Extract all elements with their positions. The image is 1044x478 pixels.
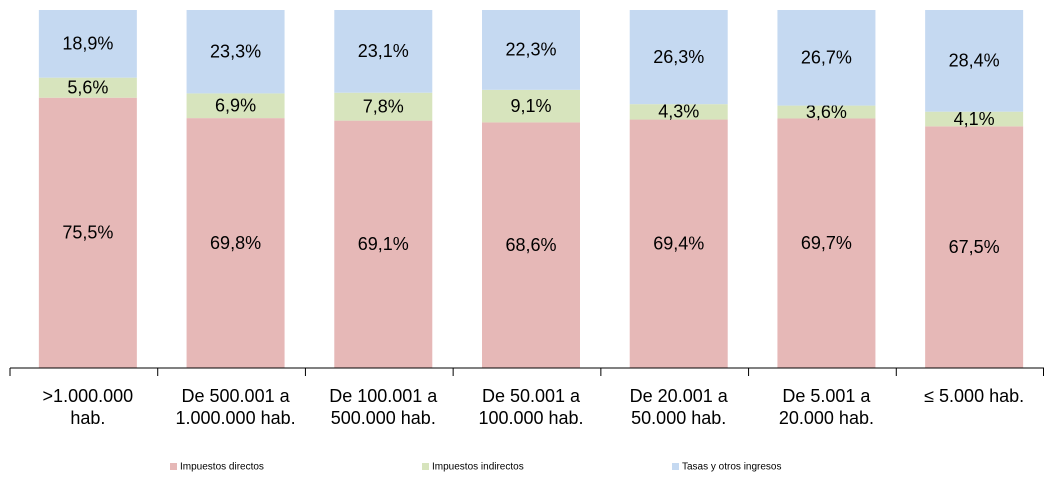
bar-segment	[482, 122, 580, 368]
data-label: 7,8%	[363, 96, 404, 116]
data-label: 6,9%	[215, 96, 256, 116]
bar-segment	[38, 10, 137, 78]
data-label: 26,7%	[801, 48, 852, 68]
bar-segment	[334, 120, 433, 368]
legend-swatch	[170, 463, 177, 470]
bar-segment	[186, 10, 285, 94]
bar-segment	[186, 118, 285, 368]
legend-label: Impuestos indirectos	[432, 462, 524, 473]
data-label: 9,1%	[510, 96, 551, 116]
x-tick-label: De 50.001 a 100.000 hab.	[478, 386, 584, 428]
data-label: 69,7%	[801, 233, 852, 253]
data-label: 23,3%	[210, 41, 261, 61]
data-label: 5,6%	[67, 77, 108, 97]
data-label: 28,4%	[949, 51, 1000, 71]
bar-segment	[629, 119, 728, 368]
x-tick-label: De 100.001 a 500.000 hab.	[329, 386, 438, 428]
data-label: 3,6%	[806, 102, 847, 122]
legend-swatch	[422, 463, 429, 470]
data-label: 4,3%	[658, 102, 699, 122]
x-tick-label: De 500.001 a 1.000.000 hab.	[175, 386, 296, 428]
bar-segment	[482, 10, 580, 90]
bar-segment	[38, 77, 137, 98]
bar-segment	[777, 105, 876, 119]
data-label: 4,1%	[954, 109, 995, 129]
data-label: 69,4%	[653, 234, 704, 254]
data-label: 69,1%	[358, 234, 409, 254]
x-tick-label: De 20.001 a 50.000 hab.	[629, 386, 728, 428]
legend-swatch	[672, 463, 679, 470]
bar-segment	[334, 92, 433, 121]
bar-segment	[925, 111, 1024, 127]
data-label: 22,3%	[505, 40, 556, 60]
x-tick-label: ≤ 5.000 hab.	[924, 386, 1025, 406]
data-label: 75,5%	[62, 223, 113, 243]
bar-segment	[186, 93, 285, 119]
bar-segment	[334, 10, 433, 93]
bar-segment	[482, 89, 580, 123]
data-label: 23,1%	[358, 41, 409, 61]
data-label: 18,9%	[62, 34, 113, 54]
bar-segment	[777, 118, 876, 368]
bar-segment	[38, 97, 137, 369]
legend-label: Impuestos directos	[180, 462, 264, 473]
bar-segment	[629, 104, 728, 120]
x-tick-label: De 5.001 a 20.000 hab.	[778, 386, 874, 428]
bar-segment	[629, 10, 728, 105]
data-label: 69,8%	[210, 233, 261, 253]
bar-segment	[925, 10, 1024, 112]
data-label: 67,5%	[949, 237, 1000, 257]
bar-segment	[777, 10, 876, 106]
data-label: 26,3%	[653, 47, 704, 67]
x-tick-label: >1.000.000 hab.	[42, 386, 134, 428]
bar-segment	[925, 126, 1024, 368]
data-label: 68,6%	[505, 235, 556, 255]
legend-label: Tasas y otros ingresos	[682, 462, 782, 473]
